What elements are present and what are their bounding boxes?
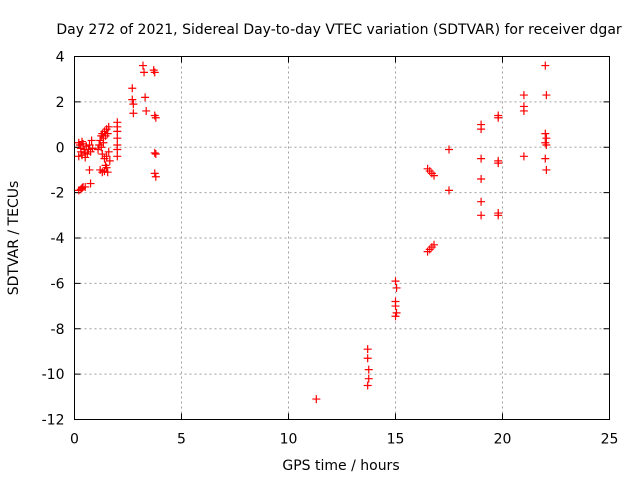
y-tick-labels: -12 -10 -8 -6 -4 -2 0 2 4 [42, 50, 65, 429]
data-point [102, 163, 111, 172]
data-point [85, 165, 94, 174]
data-point [542, 91, 551, 100]
data-point [150, 148, 159, 157]
y-tick-label: 2 [56, 95, 65, 111]
data-point [113, 145, 122, 154]
data-point [138, 61, 147, 70]
plot-frame [74, 56, 610, 420]
x-tick-labels: 0 5 10 15 20 25 [70, 432, 618, 448]
data-point [392, 283, 401, 292]
data-point [477, 175, 486, 184]
y-tick-label: -4 [51, 231, 65, 247]
data-point [392, 308, 401, 317]
data-point [477, 125, 486, 134]
data-point [541, 61, 550, 70]
data-point [541, 129, 550, 138]
data-point [97, 143, 106, 152]
y-tick-label: -8 [51, 322, 65, 338]
data-point [519, 106, 528, 115]
data-point [128, 84, 137, 93]
data-point [391, 277, 400, 286]
data-point [113, 134, 122, 143]
data-point [391, 302, 400, 311]
data-point [102, 152, 111, 161]
data-point [99, 138, 108, 147]
data-points [74, 61, 551, 404]
data-point [104, 122, 113, 131]
data-point [105, 156, 114, 165]
y-tick-label: 0 [56, 140, 65, 156]
data-point [103, 129, 112, 138]
data-point [494, 159, 503, 168]
data-point [477, 211, 486, 220]
x-axis-label: GPS time / hours [282, 458, 399, 474]
x-tick-label: 0 [70, 432, 79, 448]
data-point [542, 140, 551, 149]
data-point [98, 150, 107, 159]
y-tick-label: -6 [51, 276, 65, 292]
data-point [151, 150, 160, 159]
data-point [519, 91, 528, 100]
data-point [87, 136, 96, 145]
data-point [129, 100, 138, 109]
x-tick-label: 20 [494, 432, 512, 448]
y-tick-label: 4 [56, 50, 65, 66]
data-point [519, 152, 528, 161]
data-point [445, 186, 453, 195]
data-point [151, 172, 160, 181]
data-point [128, 95, 137, 104]
data-point [542, 165, 551, 174]
data-point [391, 312, 400, 321]
y-tick-label: -12 [42, 413, 65, 429]
x-tick-label: 10 [280, 432, 298, 448]
data-point [312, 395, 321, 404]
data-point [129, 109, 138, 118]
data-point [477, 154, 486, 163]
x-tick-label: 15 [387, 432, 405, 448]
data-point [430, 240, 439, 249]
data-point [150, 68, 159, 77]
data-point [142, 106, 151, 115]
data-point [363, 381, 372, 390]
data-point [363, 354, 372, 363]
data-point [445, 145, 453, 154]
y-axis-label: SDTVAR / TECUs [6, 181, 22, 296]
y-tick-label: -2 [51, 186, 65, 202]
data-point [541, 154, 550, 163]
data-point [150, 169, 159, 178]
data-point [430, 171, 439, 180]
data-point [77, 137, 86, 146]
data-point [88, 144, 97, 153]
data-point [113, 152, 122, 161]
data-point [74, 152, 83, 161]
y-tick-label: -10 [42, 367, 65, 383]
grid-lines [74, 56, 610, 420]
x-tick-label: 5 [177, 432, 186, 448]
data-point [113, 127, 122, 136]
data-point [140, 68, 149, 77]
data-point [103, 168, 112, 177]
data-point [104, 147, 113, 156]
data-point [494, 211, 503, 220]
data-point [494, 113, 503, 122]
data-point [81, 153, 90, 162]
data-point [363, 345, 372, 354]
data-point [151, 113, 160, 122]
data-point [86, 179, 95, 188]
data-point [364, 374, 373, 383]
data-point [542, 134, 551, 143]
data-point [364, 365, 373, 374]
data-point [81, 182, 90, 191]
data-point [141, 93, 150, 102]
data-point [477, 197, 486, 206]
chart-title: Day 272 of 2021, Sidereal Day-to-day VTE… [56, 22, 622, 38]
x-tick-label: 25 [601, 432, 619, 448]
